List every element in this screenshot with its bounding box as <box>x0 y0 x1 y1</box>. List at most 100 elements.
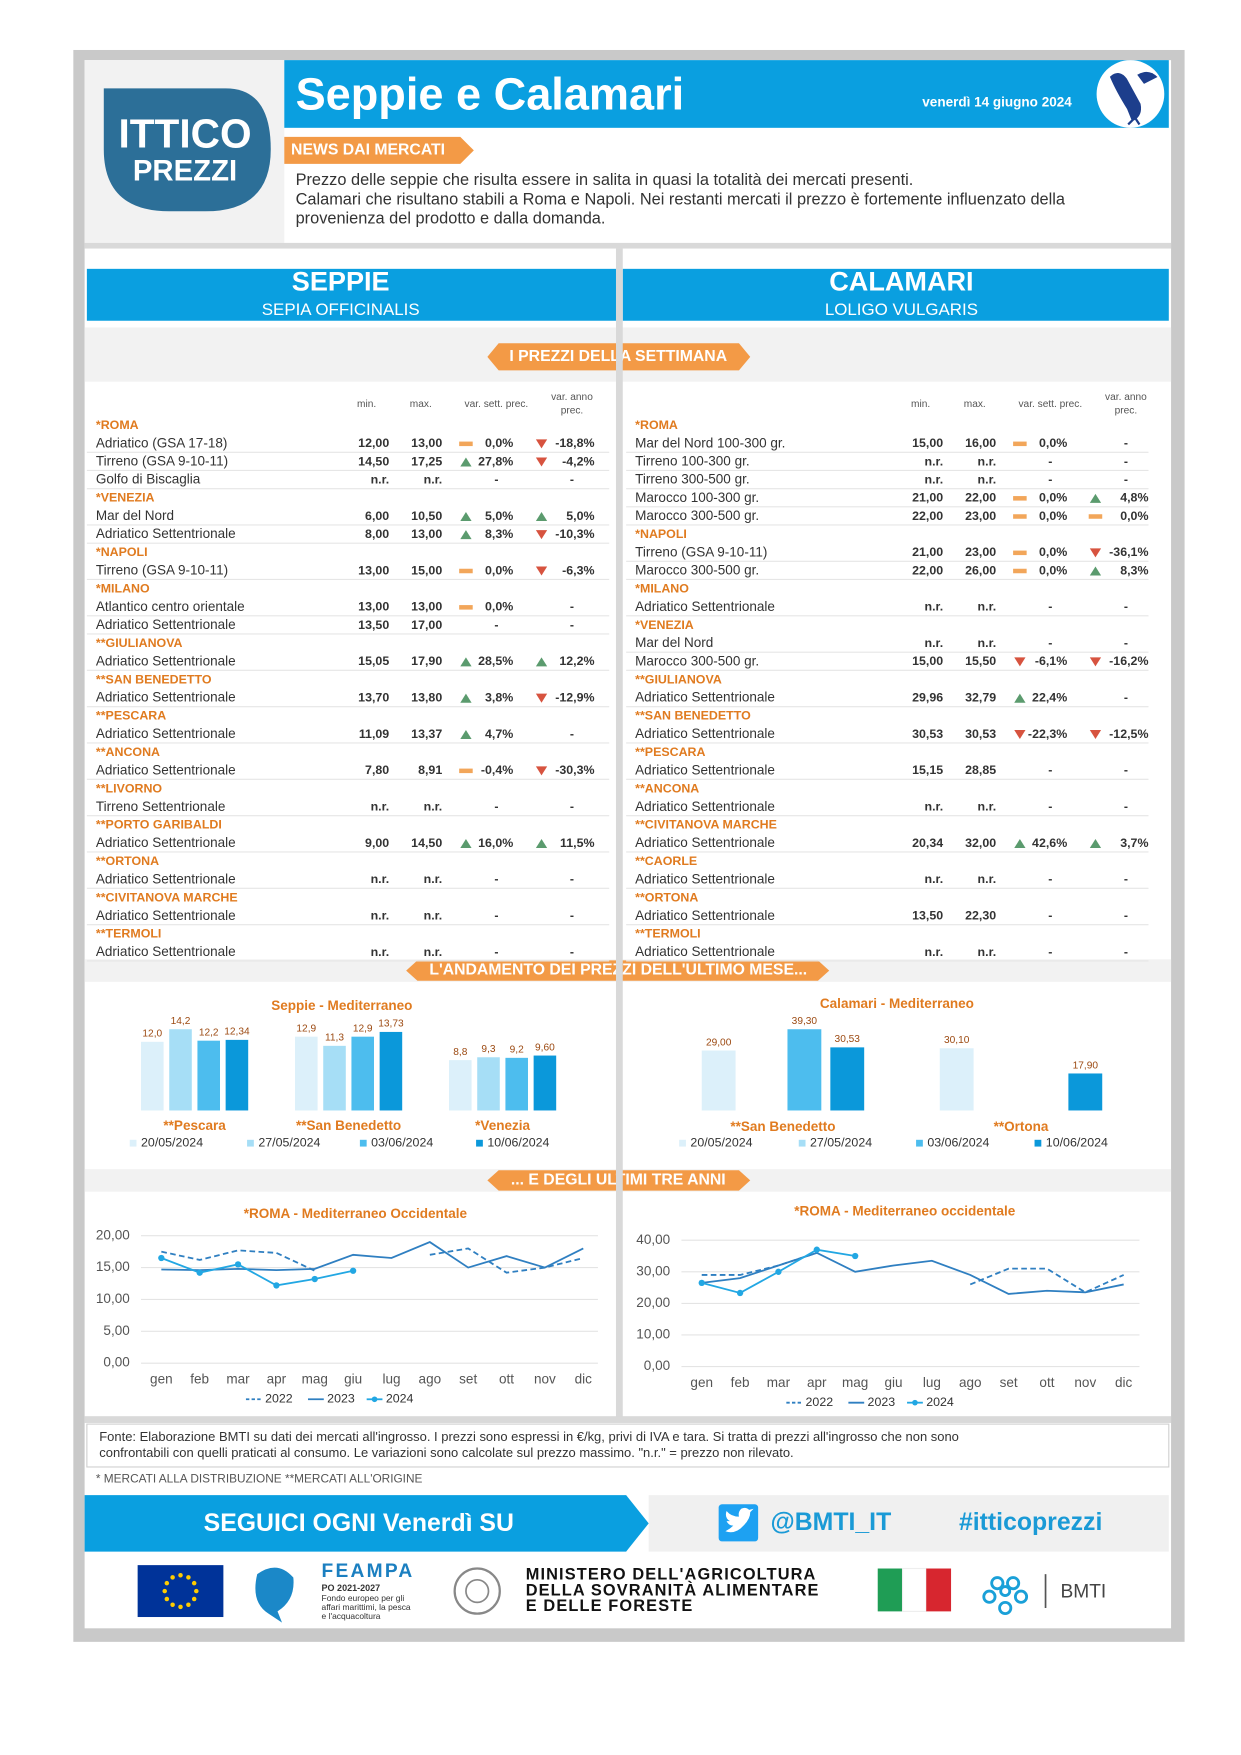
price-max: 28,85 <box>965 763 996 777</box>
trend-up <box>1089 493 1102 503</box>
product-name: Tirreno (GSA 9-10-11) <box>96 454 228 469</box>
trend-up <box>460 511 472 522</box>
variation: 28,5% <box>478 654 513 668</box>
date: venerdì 14 giugno 2024 <box>922 95 1072 110</box>
category-label: **San Benedetto <box>730 1119 835 1134</box>
legend-marker <box>912 1399 918 1406</box>
product-name: Tirreno (GSA 9-10-11) <box>96 563 228 578</box>
price-max: 13,00 <box>411 527 442 541</box>
trend-up <box>535 511 548 522</box>
line-series <box>161 1257 354 1287</box>
variation: - <box>1048 472 1052 486</box>
price-max: 15,50 <box>965 654 996 668</box>
logo-text: ITTICO <box>118 111 251 157</box>
trend-flat <box>459 768 473 774</box>
product-name: Adriatico Settentrionale <box>635 871 775 886</box>
market-name: **PESCARA <box>635 745 705 759</box>
legend-swatch <box>359 1139 367 1147</box>
bar <box>197 1040 220 1111</box>
variation: - <box>1124 690 1128 704</box>
variation: - <box>1124 799 1128 813</box>
variation: - <box>1048 945 1052 959</box>
x-tick-label: lug <box>923 1375 941 1390</box>
variation: - <box>494 872 498 886</box>
market-name: **PORTO GARIBALDI <box>96 818 222 832</box>
news-text: provenienza del prodotto e dalla domanda… <box>296 210 606 228</box>
x-tick-label: set <box>1000 1375 1018 1390</box>
variation: - <box>1124 436 1128 450</box>
x-tick-label: mag <box>842 1375 868 1390</box>
chart-title: *ROMA - Mediterraneo occidentale <box>794 1204 1016 1219</box>
variation: 3,8% <box>485 690 513 704</box>
line-series <box>161 1247 584 1274</box>
price-max: 16,00 <box>965 436 996 450</box>
price-min: 15,05 <box>358 654 389 668</box>
product-name: Adriatico Settentrionale <box>635 599 775 614</box>
market-name: *NAPOLI <box>96 545 148 559</box>
y-tick-label: 30,00 <box>636 1263 670 1278</box>
price-min: n.r. <box>925 945 944 959</box>
variation: -36,1% <box>1109 545 1148 559</box>
price-min: n.r. <box>925 636 944 650</box>
twitter-handle[interactable]: @BMTI_IT <box>771 1509 892 1536</box>
price-max: 8,91 <box>418 763 442 777</box>
x-tick-label: dic <box>1115 1375 1133 1390</box>
feampa-logo <box>255 1567 294 1623</box>
line-marker <box>196 1269 203 1276</box>
price-max: n.r. <box>978 454 997 468</box>
bar <box>939 1048 974 1111</box>
market-name: *NAPOLI <box>635 527 687 541</box>
price-max: 14,50 <box>411 836 442 850</box>
column-header: var. anno <box>1105 392 1147 403</box>
product-name: Adriatico Settentrionale <box>635 690 775 705</box>
bar <box>295 1036 318 1111</box>
news-text: Calamari che risultano stabili a Roma e … <box>296 190 1066 208</box>
price-min: 13,50 <box>358 618 389 632</box>
trend-down <box>535 693 548 703</box>
feampa-desc: e l'acquacoltura <box>322 1611 381 1621</box>
variation: -6,3% <box>562 563 594 577</box>
hashtag[interactable]: #itticoprezzi <box>959 1509 1102 1536</box>
eu-star <box>178 1573 183 1578</box>
trend-flat <box>1013 514 1027 519</box>
y-tick-label: 20,00 <box>96 1227 130 1242</box>
line-series <box>701 1251 1124 1295</box>
line-series <box>161 1241 584 1272</box>
legend-label: 10/06/2024 <box>487 1135 549 1149</box>
trend-down <box>1014 657 1026 667</box>
squid <box>1137 71 1158 84</box>
product-name: Adriatico Settentrionale <box>96 835 236 850</box>
follow-text: SEGUICI OGNI Venerdì SU <box>204 1510 514 1537</box>
logo-shape <box>103 88 271 212</box>
bar <box>477 1057 500 1111</box>
product-name: Atlantico centro orientale <box>96 599 245 614</box>
legend-label: 2022 <box>806 1395 834 1409</box>
price-min: 21,00 <box>912 491 943 505</box>
trend-down <box>535 766 548 776</box>
product-name: Marocco 100-300 gr. <box>635 490 759 505</box>
variation: -4,2% <box>562 454 594 468</box>
variation: 3,7% <box>1120 836 1148 850</box>
price-max: n.r. <box>424 472 443 486</box>
bar <box>533 1055 557 1111</box>
line-marker <box>349 1267 357 1274</box>
trend-down <box>535 530 548 540</box>
variation: - <box>1048 799 1052 813</box>
value-label: 12,0 <box>142 1029 162 1040</box>
trend-up <box>1089 566 1102 576</box>
eu-star <box>186 1602 191 1608</box>
product-name: Golfo di Biscaglia <box>96 472 201 487</box>
eu-star <box>191 1580 197 1586</box>
variation: 0,0% <box>1039 491 1067 505</box>
section-subtitle: SEPIA OFFICINALIS <box>262 300 420 319</box>
value-label: 12,9 <box>353 1023 373 1034</box>
product-name: Adriatico Settentrionale <box>96 908 236 923</box>
price-min: n.r. <box>371 472 390 486</box>
line-marker <box>698 1279 705 1287</box>
trend-flat <box>1013 550 1027 556</box>
x-tick-label: ott <box>1039 1375 1054 1390</box>
eu-star <box>170 1602 175 1608</box>
price-max: 26,00 <box>965 563 996 577</box>
